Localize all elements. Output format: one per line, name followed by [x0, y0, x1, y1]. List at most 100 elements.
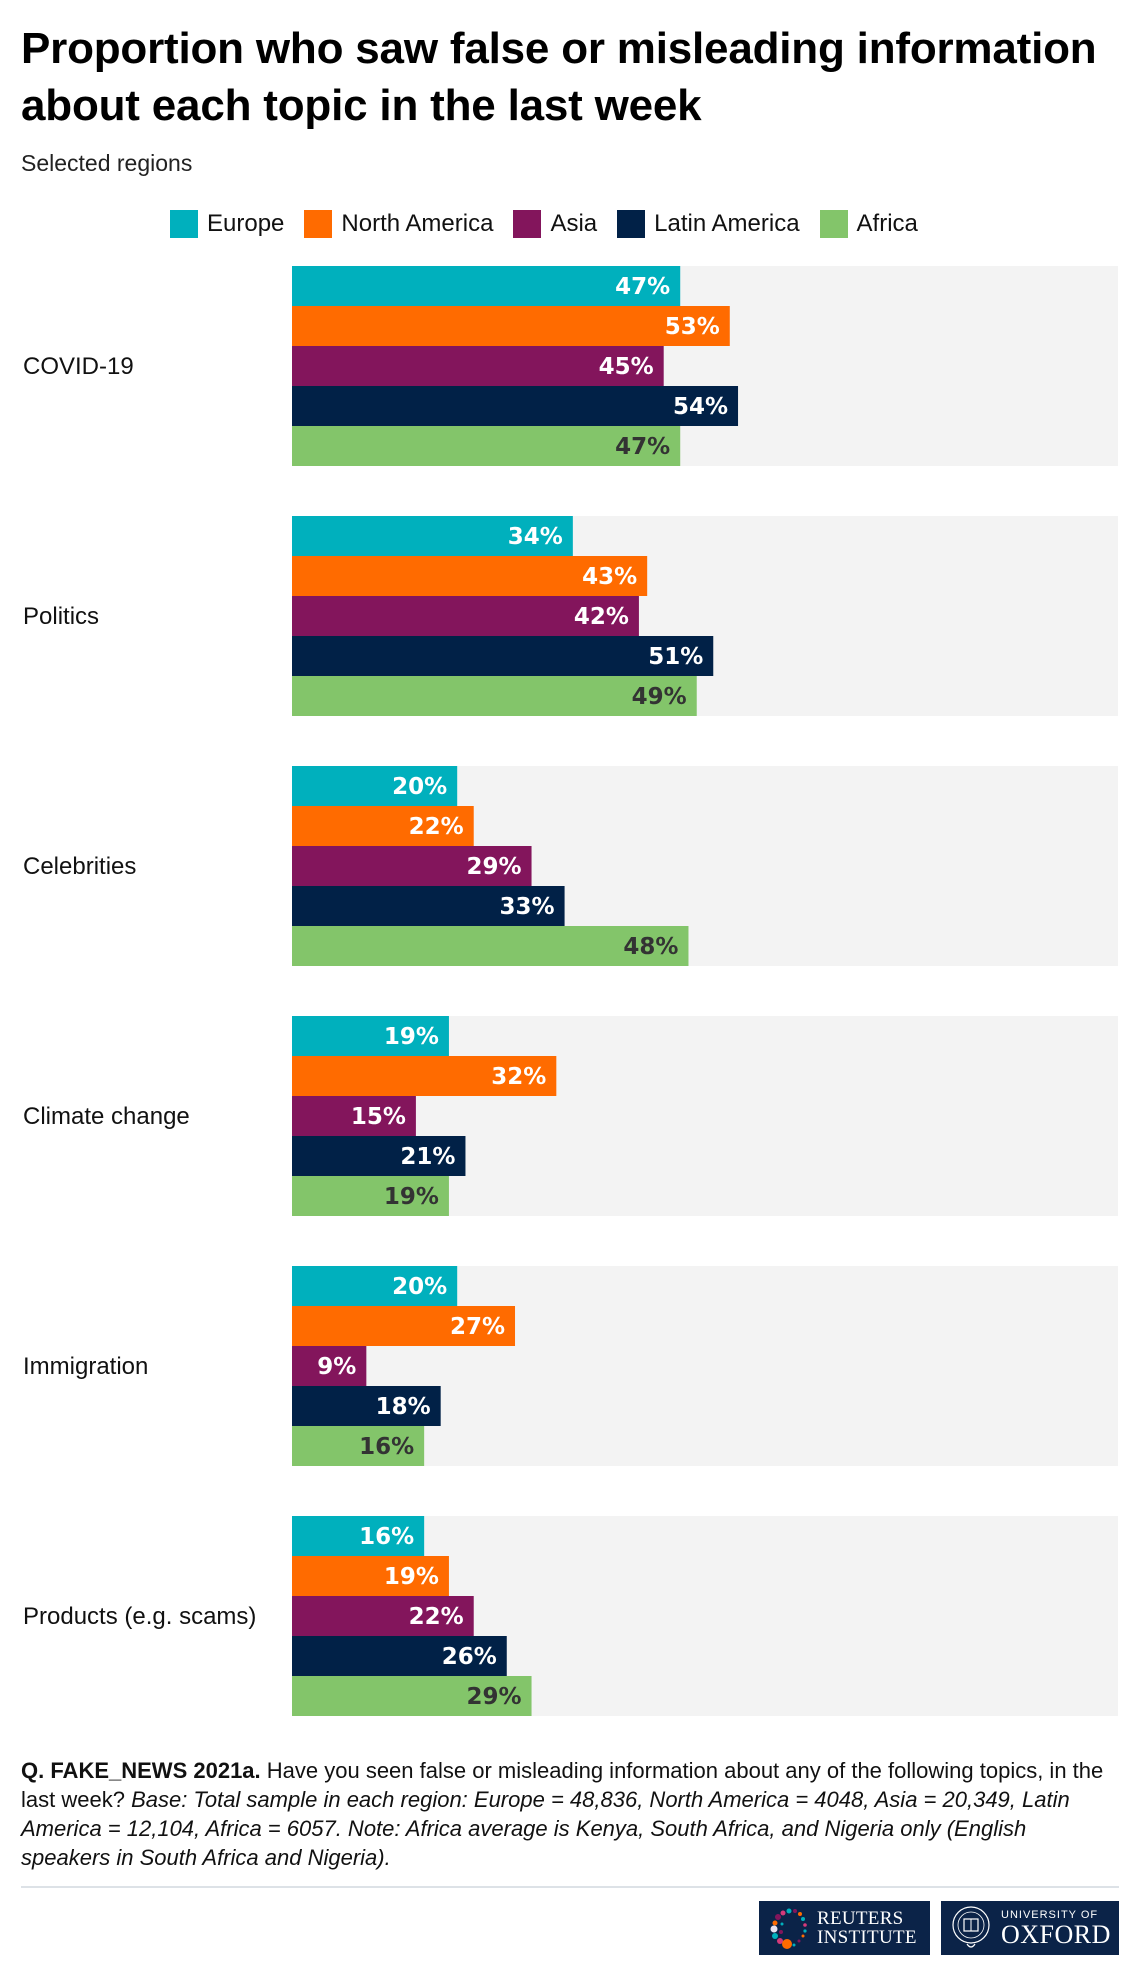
bar-group-politics: Politics 34% 43% 42% 51% 49%	[23, 516, 1118, 716]
category-label: Celebrities	[23, 853, 136, 880]
bar-europe	[292, 766, 458, 806]
bar-asia	[292, 346, 664, 386]
value-label: 43%	[582, 564, 637, 590]
bar-group-climate-change: Climate change 19% 32% 15% 21% 19%	[23, 1016, 1118, 1216]
bar-europe	[292, 1516, 425, 1556]
value-label: 20%	[392, 774, 447, 800]
value-label: 18%	[376, 1394, 431, 1420]
value-label: 16%	[359, 1524, 414, 1550]
value-label: 19%	[384, 1024, 439, 1050]
chart-title: Proportion who saw false or misleading i…	[21, 20, 1121, 134]
bar-europe	[292, 516, 573, 556]
bar-north-america	[292, 1056, 557, 1096]
bar-latin-america	[292, 886, 565, 926]
value-label: 29%	[466, 854, 521, 880]
value-label: 48%	[623, 934, 678, 960]
reuters-dots-icon	[770, 1908, 807, 1949]
bar-europe	[292, 1266, 458, 1306]
footnote-question-text: Have you seen false or misleading inform…	[21, 1758, 1104, 1812]
reuters-logo-line-2: INSTITUTE	[817, 1927, 917, 1948]
legend-label: Europe	[207, 210, 285, 237]
value-label: 20%	[392, 1274, 447, 1300]
chart-subtitle: Selected regions	[21, 150, 193, 176]
bar-asia	[292, 846, 532, 886]
oxford-logo-line-2: OXFORD	[1001, 1920, 1111, 1949]
legend-swatch-europe	[170, 210, 198, 238]
bar-latin-america	[292, 1636, 507, 1676]
value-label: 33%	[500, 894, 555, 920]
value-label: 42%	[574, 604, 629, 630]
bar-europe	[292, 266, 681, 306]
bar-africa	[292, 926, 689, 966]
legend-swatch-north-america	[304, 210, 333, 238]
bar-africa	[292, 1676, 532, 1716]
legend-item-north-america: North America	[304, 210, 493, 238]
bar-europe	[292, 1016, 449, 1056]
bar-group-products-e-g-scams: Products (e.g. scams) 16% 19% 22% 26% 29%	[23, 1516, 1118, 1716]
bar-latin-america	[292, 636, 714, 676]
value-label: 16%	[359, 1434, 414, 1460]
value-label: 51%	[648, 644, 703, 670]
value-label: 9%	[317, 1354, 356, 1380]
value-label: 15%	[351, 1104, 406, 1130]
legend-swatch-asia	[513, 210, 542, 238]
chart-title-line-2: about each topic in the last week	[21, 81, 702, 130]
value-label: 26%	[442, 1644, 497, 1670]
bar-latin-america	[292, 1136, 466, 1176]
legend-label: Africa	[856, 210, 918, 237]
value-label: 45%	[599, 354, 654, 380]
bar-africa	[292, 676, 697, 716]
bar-group-immigration: Immigration 20%27% 9% 18% 16%	[23, 1266, 1118, 1466]
value-label: 49%	[632, 684, 687, 710]
bar-chart: COVID-1947%53%45%54%47%Politics34%43%42%…	[23, 266, 1118, 1716]
bar-asia	[292, 1346, 367, 1386]
bar-africa	[292, 1176, 449, 1216]
bar-group-celebrities: Celebrities 20% 22%29% 33% 48%	[23, 766, 1118, 966]
category-label: Products (e.g. scams)	[23, 1603, 256, 1630]
oxford-logo-line-1: UNIVERSITY OF	[1001, 1909, 1099, 1921]
footer-divider	[21, 1886, 1119, 1888]
legend-label: Asia	[550, 210, 598, 237]
bar-latin-america	[292, 1386, 441, 1426]
bar-asia	[292, 596, 639, 636]
bar-africa	[292, 426, 681, 466]
reuters-logo-line-1: REUTERS	[817, 1908, 904, 1929]
value-label: 47%	[615, 434, 670, 460]
bar-north-america	[292, 306, 730, 346]
value-label: 29%	[466, 1684, 521, 1710]
legend-item-africa: Africa	[819, 210, 918, 238]
value-label: 21%	[400, 1144, 455, 1170]
bar-asia	[292, 1096, 416, 1136]
legend-swatch-africa	[819, 210, 848, 238]
category-label: Politics	[23, 603, 99, 630]
bar-north-america	[292, 1306, 516, 1346]
category-label: Immigration	[23, 1353, 148, 1380]
bar-north-america	[292, 1556, 449, 1596]
category-label: Climate change	[23, 1103, 190, 1130]
category-label: COVID-19	[23, 353, 134, 380]
value-label: 27%	[450, 1314, 505, 1340]
legend: Europe North America Asia Latin America …	[170, 210, 938, 238]
value-label: 22%	[409, 1604, 464, 1630]
value-label: 53%	[665, 314, 720, 340]
footnote-base-note: Base: Total sample in each region: Europ…	[21, 1787, 1070, 1870]
value-label: 19%	[384, 1184, 439, 1210]
value-label: 54%	[673, 394, 728, 420]
footnote-question-id: Q. FAKE_NEWS 2021a.	[21, 1758, 261, 1783]
value-label: 32%	[491, 1064, 546, 1090]
bar-north-america	[292, 556, 648, 596]
chart-title-line-1: Proportion who saw false or misleading i…	[21, 24, 1097, 73]
reuters-institute-logo: REUTERS INSTITUTE	[759, 1901, 930, 1955]
bar-africa	[292, 1426, 425, 1466]
value-label: 22%	[409, 814, 464, 840]
legend-item-asia: Asia	[513, 210, 597, 238]
oxford-crest-icon	[952, 1906, 990, 1948]
legend-swatch-latin-america	[617, 210, 646, 238]
bar-north-america	[292, 806, 474, 846]
legend-item-latin-america: Latin America	[617, 210, 800, 238]
bar-latin-america	[292, 386, 739, 426]
legend-label: Latin America	[654, 210, 800, 237]
value-label: 19%	[384, 1564, 439, 1590]
legend-label: North America	[341, 210, 494, 237]
